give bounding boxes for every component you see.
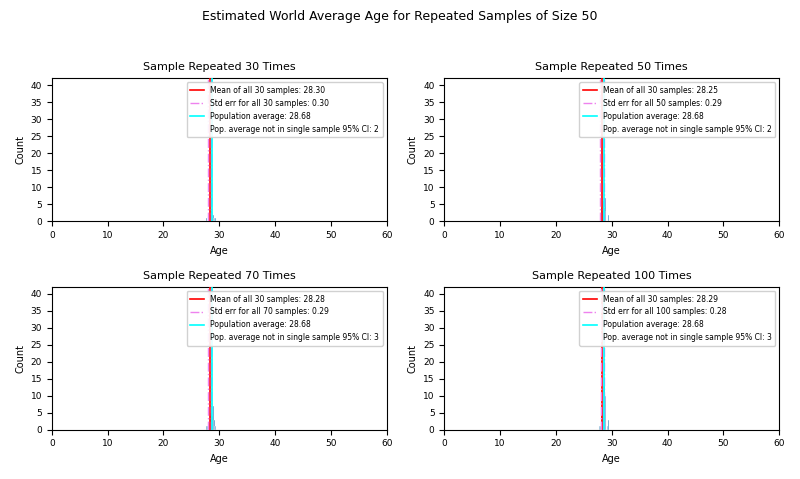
Title: Sample Repeated 100 Times: Sample Repeated 100 Times [532, 271, 691, 281]
Title: Sample Repeated 70 Times: Sample Repeated 70 Times [143, 271, 296, 281]
X-axis label: Age: Age [602, 246, 621, 256]
Legend: Mean of all 30 samples: 28.28, Std err for all 70 samples: 0.29, Population aver: Mean of all 30 samples: 28.28, Std err f… [186, 291, 383, 346]
X-axis label: Age: Age [602, 454, 621, 464]
X-axis label: Age: Age [210, 454, 229, 464]
Title: Sample Repeated 50 Times: Sample Repeated 50 Times [535, 62, 688, 72]
Y-axis label: Count: Count [15, 344, 25, 373]
Text: Estimated World Average Age for Repeated Samples of Size 50: Estimated World Average Age for Repeated… [202, 10, 598, 23]
Legend: Mean of all 30 samples: 28.30, Std err for all 30 samples: 0.30, Population aver: Mean of all 30 samples: 28.30, Std err f… [186, 82, 383, 137]
Title: Sample Repeated 30 Times: Sample Repeated 30 Times [143, 62, 295, 72]
Y-axis label: Count: Count [407, 344, 418, 373]
Legend: Mean of all 30 samples: 28.25, Std err for all 50 samples: 0.29, Population aver: Mean of all 30 samples: 28.25, Std err f… [579, 82, 775, 137]
X-axis label: Age: Age [210, 246, 229, 256]
Y-axis label: Count: Count [407, 136, 418, 164]
Legend: Mean of all 30 samples: 28.29, Std err for all 100 samples: 0.28, Population ave: Mean of all 30 samples: 28.29, Std err f… [579, 291, 775, 346]
Y-axis label: Count: Count [15, 136, 25, 164]
